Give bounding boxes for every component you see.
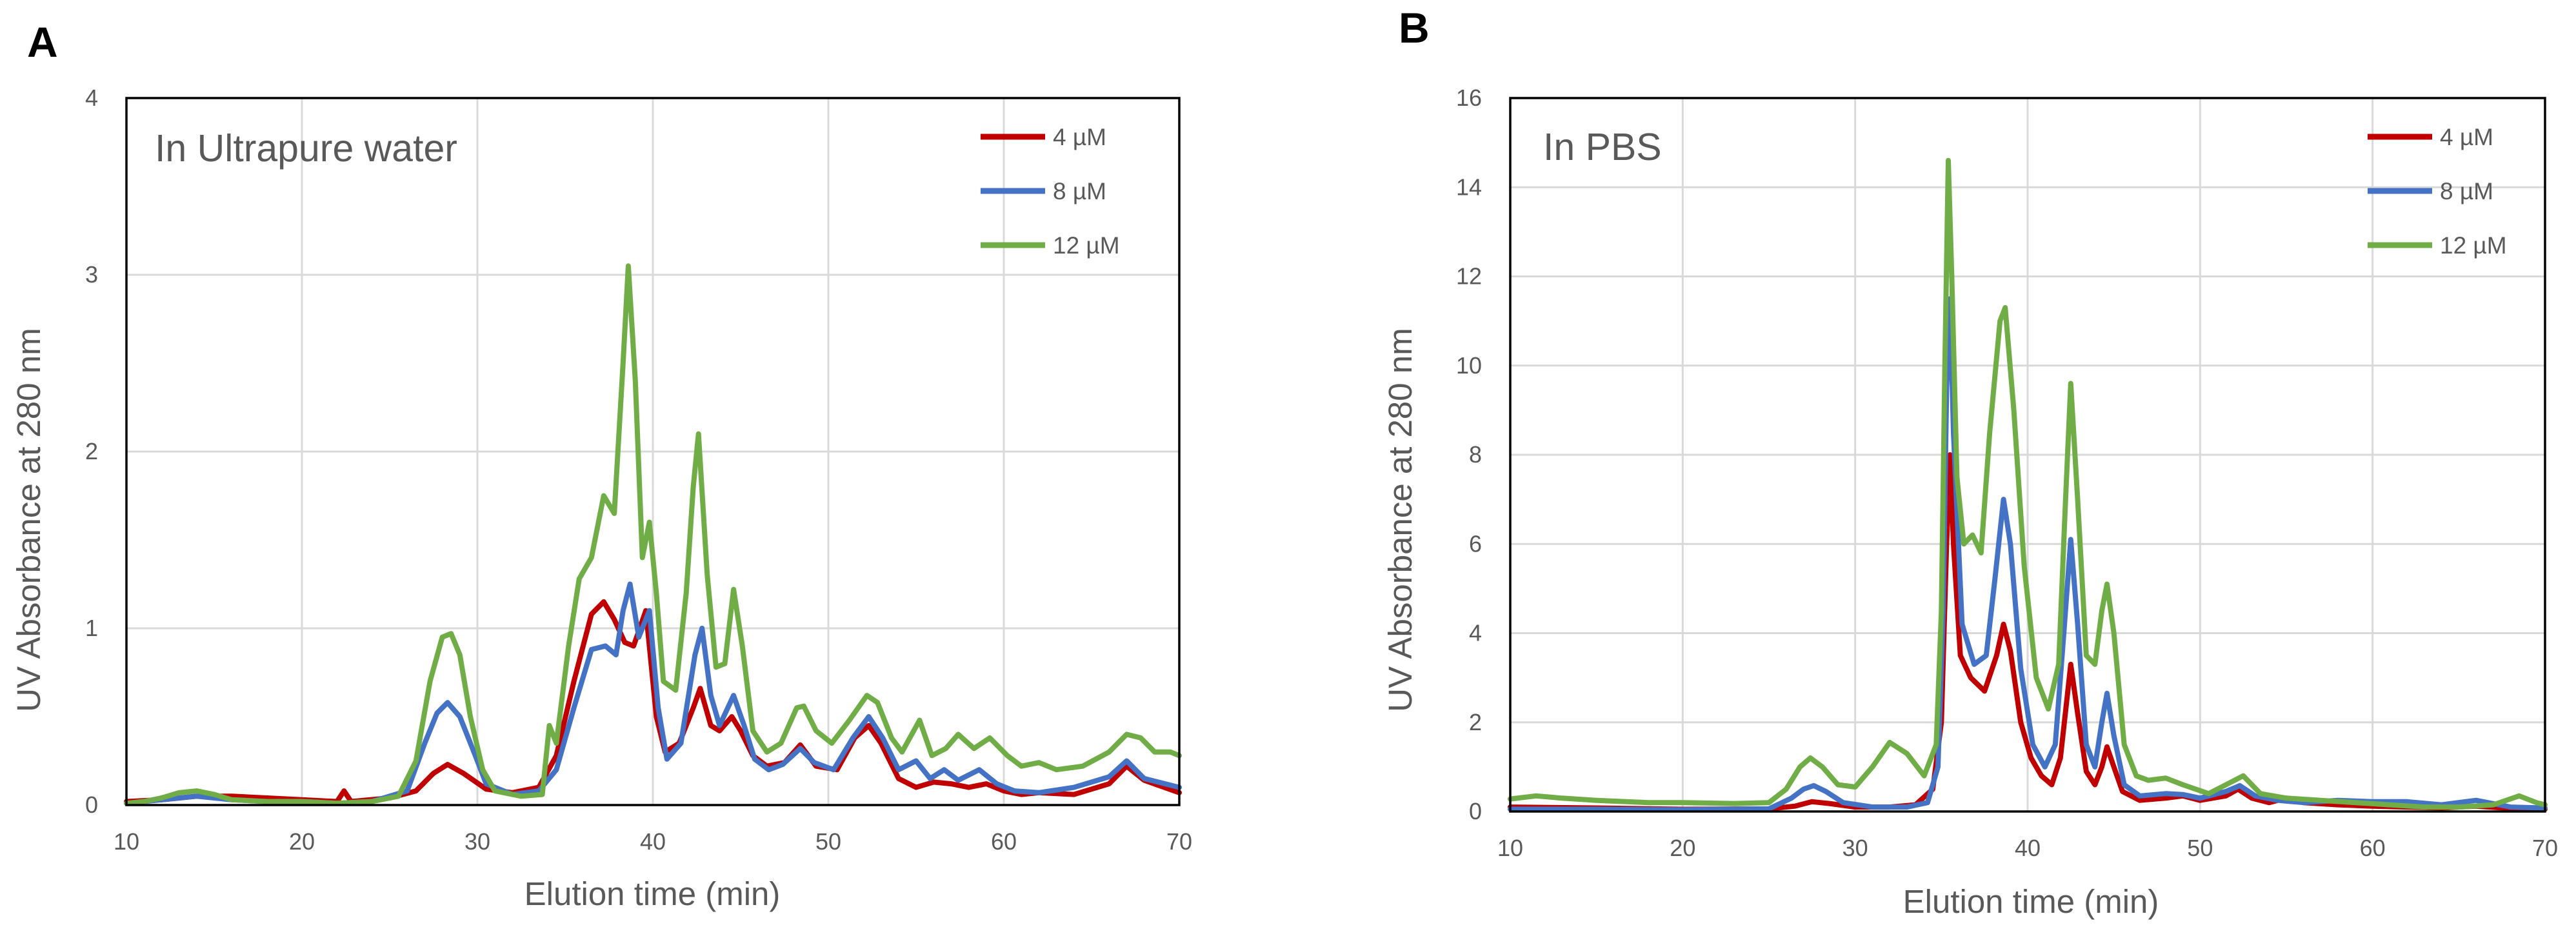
panel-b-legend: 4 µM 8 µM 12 µM — [2368, 124, 2507, 259]
panel-a-series-line-3 — [124, 263, 1182, 806]
panel-b-legend-label-2: 8 µM — [2440, 178, 2493, 204]
panel-b-y-tick-label: 14 — [1456, 174, 1482, 200]
panel-a-y-tick-label: 2 — [85, 438, 98, 464]
panel-b-ticks: 0 2 4 6 8 10 12 14 16 10 20 30 40 50 60 70 — [1456, 85, 2558, 861]
panel-a-y-axis-label: UV Absorbance at 280 nm — [10, 328, 47, 712]
panel-b-x-tick-label: 10 — [1497, 835, 1523, 861]
panel-b-legend-label-1: 4 µM — [2440, 124, 2493, 150]
panel-a-title: In Ultrapure water — [155, 127, 457, 170]
panel-b-x-tick-label: 50 — [2187, 835, 2213, 861]
panel-b-series-line-3 — [1508, 157, 2548, 810]
panel-a-x-tick-label: 60 — [991, 828, 1017, 855]
panel-b-y-tick-label: 0 — [1469, 798, 1482, 824]
panel-a-legend-label-2: 8 µM — [1053, 178, 1106, 204]
panel-a-x-tick-label: 10 — [114, 828, 139, 855]
panel-a-x-tick-label: 40 — [640, 828, 666, 855]
panel-a-chart: A 0 1 2 3 4 10 20 30 40 50 60 70 In Ultrapure water… — [10, 18, 1192, 912]
panel-b-chart: B 0 2 4 6 8 10 12 14 16 10 20 30 40 50 60 70 In PBS Elu… — [1382, 4, 2558, 920]
panel-b-legend-label-3: 12 µM — [2440, 232, 2507, 259]
panel-b-series-group — [1508, 157, 2548, 813]
panel-b-x-tick-label: 20 — [1670, 835, 1695, 861]
panel-a-x-tick-label: 70 — [1166, 828, 1192, 855]
panel-b-x-tick-label: 70 — [2532, 835, 2558, 861]
panel-b-y-tick-label: 6 — [1469, 530, 1482, 557]
panel-b-title: In PBS — [1543, 126, 1662, 168]
panel-a-y-tick-label: 1 — [85, 615, 98, 641]
panel-a-x-axis-label: Elution time (min) — [524, 875, 781, 912]
panel-b-y-tick-label: 10 — [1456, 352, 1482, 379]
panel-a-grid — [126, 98, 1179, 805]
panel-b-x-tick-label: 30 — [1842, 835, 1868, 861]
panel-a-legend-label-3: 12 µM — [1053, 232, 1120, 259]
panel-b-letter: B — [1399, 4, 1430, 52]
panel-b-series-line-2 — [1508, 296, 2548, 813]
panel-a-x-tick-label: 20 — [289, 828, 315, 855]
panel-a-y-tick-label: 3 — [85, 261, 98, 288]
panel-b-y-tick-label: 2 — [1469, 709, 1482, 735]
panel-b-y-axis-label: UV Absorbance at 280 nm — [1382, 328, 1419, 712]
panel-a-legend: 4 µM 8 µM 12 µM — [981, 124, 1120, 259]
panel-a-plot-area — [125, 97, 1181, 806]
panel-a-y-tick-label: 4 — [85, 85, 98, 111]
panel-b-y-tick-label: 4 — [1469, 620, 1482, 646]
panel-a-letter: A — [27, 18, 58, 66]
panel-a-series-group — [124, 263, 1182, 806]
panel-a-ticks: 0 1 2 3 4 10 20 30 40 50 60 70 — [85, 85, 1192, 855]
panel-b-x-tick-label: 60 — [2360, 835, 2386, 861]
panel-a-x-tick-label: 50 — [815, 828, 841, 855]
panel-b-x-axis-label: Elution time (min) — [1903, 883, 2159, 920]
panel-a-y-tick-label: 0 — [85, 792, 98, 818]
panel-b-plot-area — [1509, 97, 2546, 813]
panel-a-series-line-2 — [124, 581, 1182, 806]
panel-b-x-tick-label: 40 — [2015, 835, 2041, 861]
panel-a-legend-label-1: 4 µM — [1053, 124, 1106, 150]
panel-b-y-tick-label: 12 — [1456, 263, 1482, 290]
panel-b-y-tick-label: 8 — [1469, 441, 1482, 468]
panel-a-x-tick-label: 30 — [464, 828, 490, 855]
panel-b-y-tick-label: 16 — [1456, 85, 1482, 111]
